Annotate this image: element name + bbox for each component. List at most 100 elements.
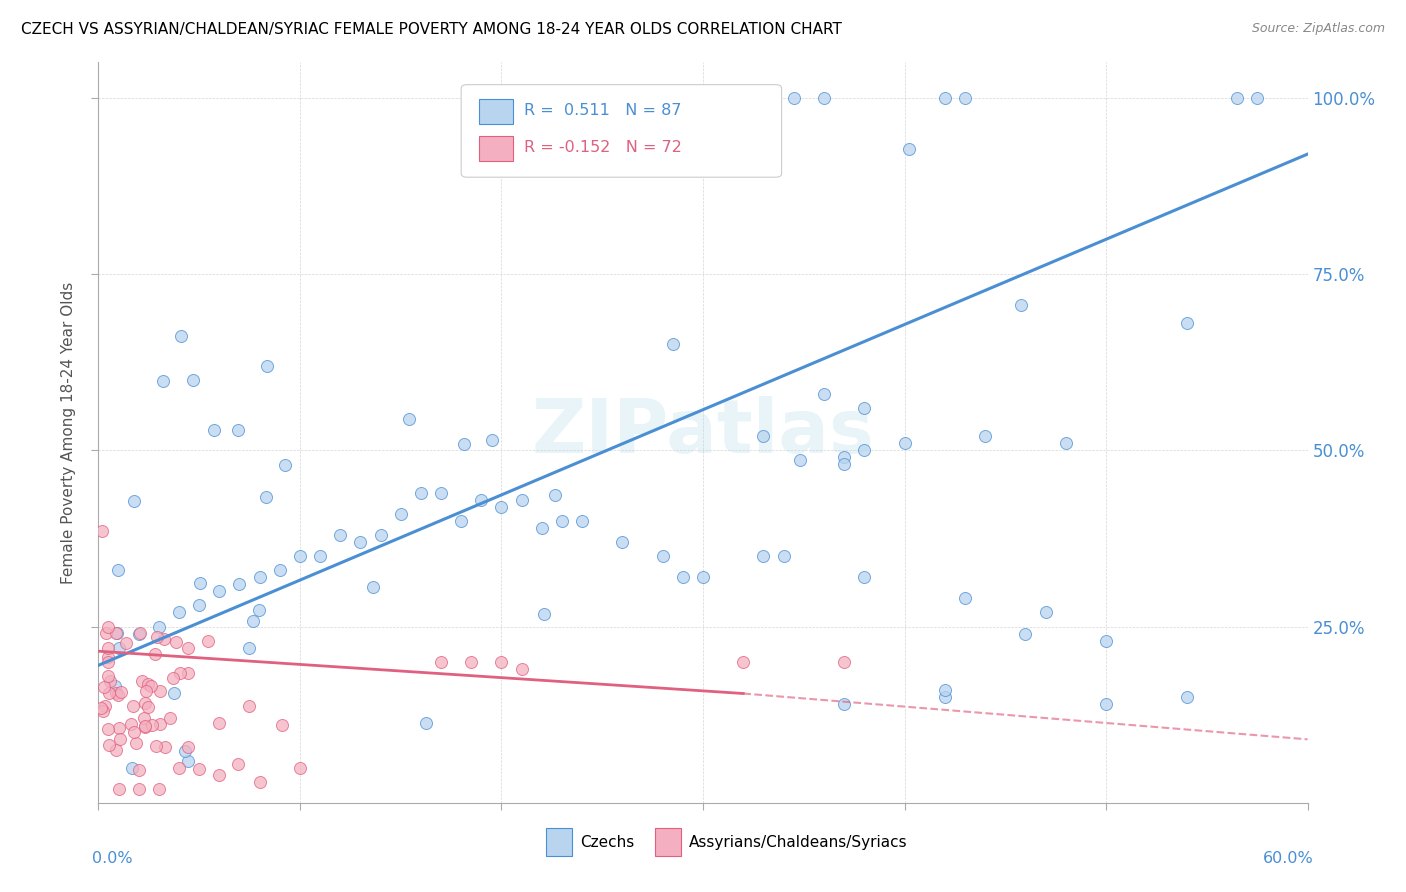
Point: [181, 373, 204, 387]
Point: [853, 401, 876, 415]
Point: [752, 549, 775, 563]
Point: [108, 721, 131, 735]
Point: [91, 524, 114, 539]
Point: [370, 528, 392, 542]
Point: [159, 711, 181, 725]
Point: [249, 774, 271, 789]
Point: [202, 423, 225, 437]
Point: [430, 655, 453, 669]
Point: [832, 697, 855, 711]
Point: [167, 760, 190, 774]
Point: [651, 549, 673, 563]
Point: [132, 711, 155, 725]
Point: [389, 507, 412, 521]
Point: [934, 690, 956, 704]
Point: [177, 754, 200, 768]
Point: [247, 603, 270, 617]
Point: [249, 570, 271, 584]
Point: [146, 630, 169, 644]
Point: [453, 437, 475, 451]
Point: [789, 453, 811, 467]
Point: [169, 666, 191, 681]
Point: [124, 724, 146, 739]
Point: [832, 450, 855, 465]
Point: [226, 423, 249, 437]
Point: [176, 665, 198, 680]
Point: [148, 619, 170, 633]
Point: [188, 599, 211, 613]
Text: Source: ZipAtlas.com: Source: ZipAtlas.com: [1251, 22, 1385, 36]
Text: CZECH VS ASSYRIAN/CHALDEAN/SYRIAC FEMALE POVERTY AMONG 18-24 YEAR OLDS CORRELATI: CZECH VS ASSYRIAN/CHALDEAN/SYRIAC FEMALE…: [21, 22, 842, 37]
Point: [107, 640, 129, 655]
Point: [97, 619, 120, 633]
Text: Czechs: Czechs: [579, 835, 634, 849]
Point: [96, 626, 118, 640]
Point: [110, 732, 132, 747]
Point: [460, 655, 482, 669]
Point: [242, 614, 264, 628]
Point: [122, 698, 145, 713]
Point: [329, 528, 352, 542]
Point: [510, 492, 533, 507]
Point: [491, 500, 513, 514]
Point: [148, 781, 170, 796]
Point: [136, 677, 159, 691]
Point: [100, 674, 122, 689]
Point: [1175, 316, 1198, 330]
Point: [188, 576, 211, 591]
Point: [110, 685, 132, 699]
Point: [107, 781, 129, 796]
Point: [136, 700, 159, 714]
Point: [134, 720, 156, 734]
Point: [363, 581, 385, 595]
Point: [953, 91, 976, 105]
Point: [661, 337, 683, 351]
Point: [270, 717, 292, 731]
Point: [470, 492, 492, 507]
Point: [94, 698, 117, 713]
Point: [134, 719, 156, 733]
Point: [104, 679, 127, 693]
Point: [813, 387, 835, 401]
Point: [288, 760, 311, 774]
Point: [104, 625, 127, 640]
Point: [832, 458, 855, 472]
Point: [543, 487, 565, 501]
Bar: [479, 99, 513, 124]
Point: [238, 698, 260, 713]
Point: [129, 626, 152, 640]
Point: [897, 142, 920, 156]
Point: [893, 436, 915, 450]
Point: [974, 429, 997, 443]
Point: [97, 655, 120, 669]
Point: [139, 679, 162, 693]
Point: [415, 716, 437, 731]
Point: [135, 684, 157, 698]
Point: [128, 763, 150, 777]
Text: Assyrians/Chaldeans/Syriacs: Assyrians/Chaldeans/Syriacs: [689, 835, 907, 849]
Point: [1014, 626, 1036, 640]
Point: [571, 514, 593, 528]
Point: [409, 485, 432, 500]
Point: [1246, 91, 1268, 105]
Point: [128, 626, 150, 640]
Point: [1095, 697, 1118, 711]
Point: [398, 412, 420, 426]
Point: [228, 577, 250, 591]
Point: [125, 736, 148, 750]
Point: [97, 723, 120, 737]
Point: [177, 739, 200, 754]
Text: 60.0%: 60.0%: [1263, 851, 1313, 866]
Point: [141, 717, 163, 731]
Point: [97, 650, 120, 665]
Point: [1095, 633, 1118, 648]
Point: [90, 700, 112, 714]
Point: [131, 674, 153, 689]
Point: [269, 563, 291, 577]
Point: [934, 91, 956, 105]
Point: [934, 683, 956, 698]
Point: [120, 716, 142, 731]
Point: [188, 762, 211, 776]
Text: ZIPatlas: ZIPatlas: [531, 396, 875, 469]
Point: [288, 549, 311, 563]
